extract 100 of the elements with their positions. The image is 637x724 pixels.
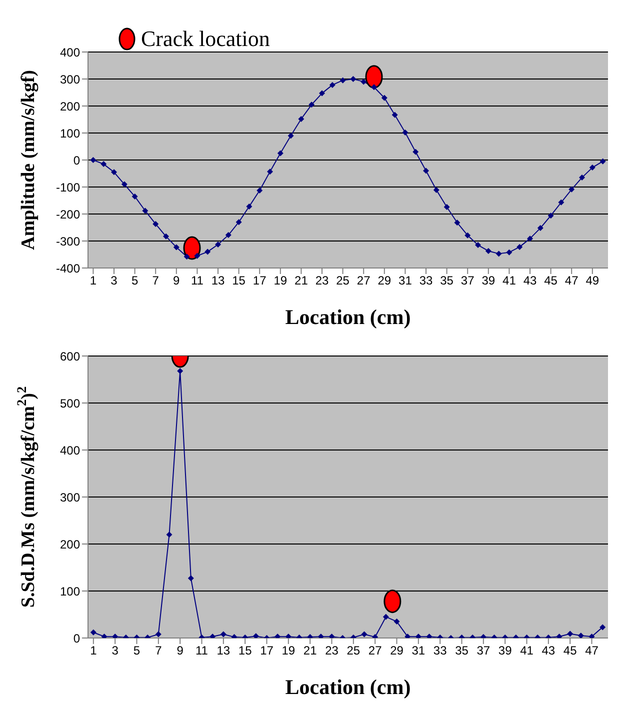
point — [204, 248, 211, 255]
x-tick-label: 31 — [412, 644, 426, 658]
x-tick-label: 35 — [440, 274, 454, 288]
x-tick-label: 35 — [455, 644, 469, 658]
point — [600, 624, 606, 630]
x-tick-label: 45 — [544, 274, 558, 288]
x-tick-label: 9 — [173, 274, 180, 288]
x-tick-label: 1 — [90, 274, 97, 288]
x-tick-label: 5 — [131, 274, 138, 288]
x-tick-label: 23 — [315, 274, 329, 288]
x-tick-label: 37 — [460, 274, 475, 288]
point — [277, 150, 284, 156]
point — [183, 236, 201, 260]
point — [100, 161, 107, 168]
y-tick-label: 200 — [60, 537, 80, 552]
point — [548, 212, 554, 219]
point — [184, 254, 190, 260]
y-tick-label: -100 — [56, 180, 80, 194]
point — [132, 193, 138, 200]
y-tick-label: 100 — [60, 126, 80, 140]
y-tick-label: 200 — [60, 99, 80, 114]
point — [166, 532, 172, 538]
x-tick-label: 7 — [152, 274, 160, 288]
x-tick-label: 11 — [190, 274, 204, 288]
point — [365, 65, 383, 89]
point — [308, 102, 315, 108]
point — [454, 220, 460, 226]
x-tick-label: 19 — [274, 274, 288, 288]
point — [382, 614, 389, 620]
point — [433, 186, 440, 193]
point — [298, 116, 304, 122]
x-tick-label: 39 — [498, 644, 512, 658]
point — [173, 244, 180, 250]
point — [589, 164, 596, 171]
point — [246, 203, 252, 210]
point — [350, 76, 356, 82]
point — [215, 242, 221, 248]
x-tick-label: 13 — [216, 644, 230, 658]
point — [579, 174, 585, 181]
x-tick-label: 49 — [586, 274, 600, 288]
y-axis-title: Amplitude (mm/s/kgf) — [18, 70, 40, 250]
x-tick-label: 25 — [336, 274, 350, 288]
point — [444, 204, 450, 210]
x-tick-label: 43 — [523, 274, 537, 288]
x-axis-title: Location (cm) — [285, 305, 411, 329]
x-tick-label: 27 — [368, 644, 382, 658]
x-tick-label: 21 — [294, 274, 308, 288]
x-tick-label: 29 — [378, 274, 392, 288]
point — [567, 630, 574, 637]
point — [475, 242, 481, 248]
point — [558, 199, 564, 206]
point — [537, 225, 544, 232]
point — [319, 90, 325, 96]
x-tick-label: 21 — [303, 644, 318, 658]
point — [402, 129, 408, 136]
x-tick-label: 7 — [155, 644, 162, 658]
point — [600, 158, 606, 164]
x-tick-label: 39 — [482, 274, 496, 288]
x-tick-label: 15 — [238, 644, 252, 658]
x-tick-label: 17 — [260, 644, 274, 658]
point — [188, 575, 194, 582]
x-tick-label: 23 — [325, 644, 339, 658]
point — [90, 629, 96, 636]
x-tick-label: 33 — [433, 644, 448, 658]
point — [340, 77, 346, 84]
x-tick-label: 1 — [90, 644, 98, 658]
point — [496, 250, 502, 257]
point — [194, 252, 200, 259]
y-tick-label: 400 — [60, 45, 80, 60]
point — [381, 94, 388, 101]
y-tick-label: 100 — [60, 584, 80, 598]
x-tick-label: 3 — [110, 274, 118, 288]
point — [121, 181, 128, 188]
y-tick-label: 600 — [60, 349, 80, 364]
x-tick-label: 27 — [356, 274, 371, 288]
y-tick-label: 0 — [73, 153, 80, 168]
y-tick-label: 300 — [60, 490, 80, 504]
point — [163, 233, 169, 240]
y-tick-label: 500 — [60, 396, 80, 410]
y-tick-label: 400 — [60, 443, 80, 458]
x-tick-label: 43 — [542, 644, 556, 658]
point — [361, 631, 368, 638]
x-tick-label: 11 — [196, 644, 208, 658]
point — [464, 232, 471, 238]
x-tick-label: 47 — [585, 644, 599, 658]
point — [220, 631, 226, 638]
y-tick-label: -300 — [56, 234, 80, 248]
x-tick-label: 45 — [563, 644, 578, 658]
point — [90, 157, 96, 163]
x-tick-label: 25 — [346, 644, 360, 658]
y-tick-label: -400 — [56, 261, 80, 276]
x-tick-label: 15 — [232, 274, 246, 288]
point — [423, 168, 429, 174]
point — [527, 236, 533, 242]
point — [578, 632, 584, 638]
point — [371, 84, 377, 90]
x-tick-label: 37 — [476, 644, 490, 658]
point — [394, 618, 400, 625]
point — [360, 78, 367, 85]
point — [256, 188, 263, 194]
